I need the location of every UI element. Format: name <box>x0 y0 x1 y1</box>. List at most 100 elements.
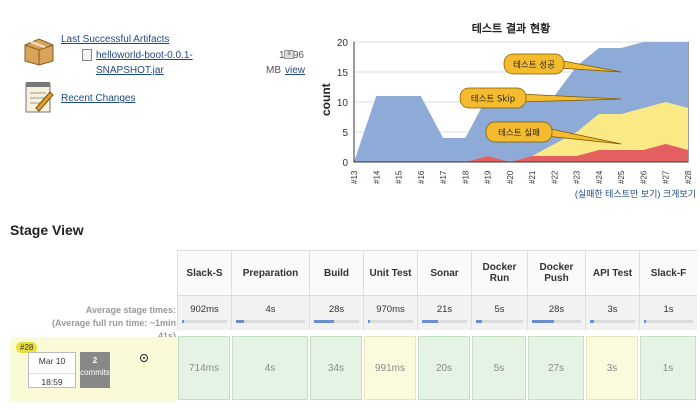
stage-average-time: 970ms <box>376 304 405 315</box>
stage-header: Build <box>309 250 363 296</box>
chart-x-tick-label: #25 <box>617 170 626 184</box>
chart-series-failure-area <box>354 144 688 162</box>
stage-average-time: 5s <box>494 304 505 315</box>
stage-average-bar <box>644 320 693 323</box>
stage-cell[interactable]: 714ms <box>178 336 230 400</box>
chart-y-tick-label: 10 <box>337 98 349 109</box>
stage-average-time: 1s <box>663 304 674 315</box>
stage-average: 1s <box>639 296 697 330</box>
chart-x-tick-label: #18 <box>461 170 470 184</box>
chart-callout-label: 테스트 Skip <box>471 95 515 105</box>
stage-average-fill <box>422 320 438 323</box>
failed-only-link[interactable]: (실패한 테스트만 보기) <box>574 189 661 199</box>
chart-x-tick-label: #13 <box>350 170 359 184</box>
stage-average-bar <box>182 320 227 323</box>
chart-x-tick-label: #26 <box>639 170 648 184</box>
chart-callout-label: 테스트 실패 <box>498 128 540 139</box>
chart-x-tick-label: #14 <box>372 170 381 184</box>
artifact-file-link[interactable]: helloworld-boot-0.0.1-SNAPSHOT.jar <box>96 50 193 76</box>
test-result-chart[interactable]: 0 5 10 15 20 #13 #14 #15 #16 #17 #18 #19 #20 #21 #22 #2… <box>310 16 695 186</box>
chart-x-tick-label: #23 <box>573 170 582 184</box>
stage-header: Docker Push <box>527 250 585 296</box>
artifact-view-link[interactable]: view <box>285 65 306 76</box>
stage-average-bar <box>476 320 523 323</box>
stage-average: 3s <box>585 296 639 330</box>
build-commits-button[interactable]: 2 commits <box>80 352 110 388</box>
stage-cell[interactable]: 4s <box>232 336 308 400</box>
stage-header: API Test <box>585 250 639 296</box>
stage-average-bar <box>236 320 305 323</box>
chart-x-tick-label: #28 <box>684 170 693 184</box>
stage-header: Sonar <box>417 250 471 296</box>
chart-callout-label: 테스트 성공 <box>513 61 555 71</box>
last-successful-artifacts-link[interactable]: Last Successful Artifacts <box>61 34 170 45</box>
stage-cell[interactable]: 3s <box>586 336 638 400</box>
chart-y-tick-label: 5 <box>342 128 348 139</box>
enlarge-link[interactable]: 크게보기 <box>662 189 696 199</box>
chart-y-axis-label: count <box>319 83 333 116</box>
build-number-badge[interactable]: #28 <box>16 342 38 353</box>
chart-links: (실패한 테스트만 보기) 크게보기 <box>575 187 696 200</box>
stage-average-fill <box>644 320 647 323</box>
stage-header: Slack-F <box>639 250 697 296</box>
stage-average-fill <box>590 320 594 323</box>
stage-cell[interactable]: 991ms <box>364 336 416 400</box>
chart-y-tick-label: 0 <box>342 158 348 169</box>
chart-x-tick-label: #19 <box>484 170 493 184</box>
build-row[interactable]: #28 Mar 10 18:59 2 commits <box>10 337 177 402</box>
stage-cell[interactable]: 20s <box>418 336 470 400</box>
fingerprint-icon[interactable]: ≡ <box>284 50 294 59</box>
stage-cell[interactable]: 27s <box>528 336 584 400</box>
info-icon[interactable] <box>140 354 148 362</box>
stage-average-time: 3s <box>607 304 618 315</box>
average-stage-times-label: Average stage times: (Average full run t… <box>52 305 176 341</box>
stage-average-bar <box>590 320 635 323</box>
chart-title: 테스트 결과 현황 <box>472 21 551 35</box>
stage-average-time: 21s <box>436 304 453 315</box>
chart-callout-box <box>459 87 527 109</box>
stage-average: 970ms <box>363 296 417 330</box>
stage-average-fill <box>476 320 482 323</box>
stage-average: 902ms <box>177 296 231 330</box>
notepad-icon <box>25 82 54 113</box>
file-icon <box>82 49 92 61</box>
chart-series-skip-area <box>354 102 688 162</box>
recent-changes-link[interactable]: Recent Changes <box>61 93 136 104</box>
stage-average-bar <box>314 320 359 323</box>
stage-average-bar <box>368 320 413 323</box>
chart-x-tick-label: #24 <box>595 170 604 184</box>
stage-average-fill <box>532 320 555 323</box>
stage-average-time: 28s <box>548 304 565 315</box>
package-icon <box>24 38 54 66</box>
stage-view-title: Stage View <box>10 222 84 238</box>
stage-average: 28s <box>309 296 363 330</box>
stage-cell[interactable]: 1s <box>640 336 696 400</box>
chart-x-tick-label: #22 <box>550 170 559 184</box>
stage-table: Slack-S 902ms 714ms Preparation 4s 4s Build 28s… <box>177 250 697 410</box>
stage-average-time: 28s <box>328 304 345 315</box>
stage-average-time: 902ms <box>190 304 219 315</box>
chart-x-tick-label: #17 <box>439 170 448 184</box>
chart-x-tick-label: #20 <box>506 170 515 184</box>
artifact-size-unit: MB <box>266 65 281 76</box>
chart-callout-box <box>485 121 553 143</box>
chart-x-tick-label: #16 <box>417 170 426 184</box>
artifact-row: helloworld-boot-0.0.1-SNAPSHOT.jar 15.96… <box>82 48 312 78</box>
stage-cell[interactable]: 5s <box>472 336 526 400</box>
stage-average: 21s <box>417 296 471 330</box>
stage-cell[interactable]: 34s <box>310 336 362 400</box>
stage-header: Preparation <box>231 250 309 296</box>
stage-average-bar <box>422 320 467 323</box>
artifact-size: 15.96 <box>256 48 304 63</box>
chart-x-tick-label: #27 <box>662 170 671 184</box>
chart-y-tick-label: 20 <box>337 38 349 49</box>
stage-header: Docker Run <box>471 250 527 296</box>
chart-x-tick-label: #21 <box>528 170 537 184</box>
stage-header: Slack-S <box>177 250 231 296</box>
stage-average-fill <box>368 320 371 323</box>
stage-average-bar <box>532 320 581 323</box>
stage-average-fill <box>236 320 245 323</box>
chart-callout-box <box>503 53 565 75</box>
stage-average-fill <box>314 320 335 323</box>
stage-header: Unit Test <box>363 250 417 296</box>
